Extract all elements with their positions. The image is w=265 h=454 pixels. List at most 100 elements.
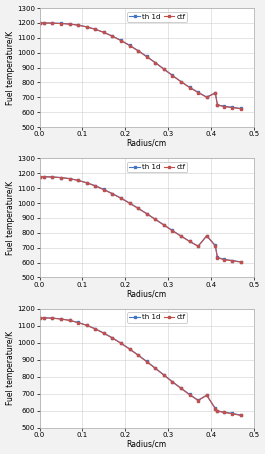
th 1d <box>197 243 200 249</box>
th 1d <box>205 392 208 398</box>
th 1d <box>77 320 80 325</box>
th 1d <box>42 315 45 321</box>
ctf <box>128 346 131 352</box>
ctf <box>38 174 41 180</box>
ctf <box>162 222 165 228</box>
th 1d <box>240 259 243 265</box>
ctf <box>216 255 219 261</box>
th 1d <box>102 30 105 35</box>
th 1d <box>205 94 208 100</box>
Y-axis label: Fuel temperature/K: Fuel temperature/K <box>6 331 15 405</box>
th 1d <box>68 317 71 323</box>
ctf <box>188 392 191 397</box>
th 1d <box>162 66 165 72</box>
X-axis label: Radius/cm: Radius/cm <box>127 138 167 148</box>
ctf <box>59 175 63 180</box>
th 1d <box>59 175 63 180</box>
ctf <box>188 85 191 90</box>
th 1d <box>222 410 226 415</box>
ctf <box>59 21 63 26</box>
th 1d <box>179 79 183 84</box>
th 1d <box>216 255 219 260</box>
ctf <box>85 180 88 186</box>
th 1d <box>145 54 148 59</box>
th 1d <box>171 73 174 78</box>
th 1d <box>216 102 219 108</box>
th 1d <box>42 20 45 26</box>
ctf <box>51 316 54 321</box>
Line: th 1d: th 1d <box>38 175 242 263</box>
ctf <box>94 326 97 332</box>
th 1d <box>188 392 191 397</box>
th 1d <box>68 21 71 27</box>
Line: ctf: ctf <box>38 316 242 417</box>
ctf <box>216 102 219 108</box>
th 1d <box>38 20 41 26</box>
th 1d <box>145 211 148 216</box>
th 1d <box>128 200 131 206</box>
th 1d <box>77 178 80 183</box>
ctf <box>179 79 183 84</box>
th 1d <box>222 257 226 262</box>
th 1d <box>111 191 114 196</box>
ctf <box>154 60 157 65</box>
th 1d <box>51 174 54 180</box>
th 1d <box>111 335 114 340</box>
th 1d <box>51 316 54 321</box>
ctf <box>205 233 208 239</box>
ctf <box>145 359 148 365</box>
ctf <box>162 66 165 72</box>
ctf <box>231 105 234 110</box>
th 1d <box>240 106 243 111</box>
ctf <box>222 104 226 109</box>
th 1d <box>119 38 122 43</box>
th 1d <box>231 411 234 416</box>
ctf <box>216 409 219 414</box>
th 1d <box>214 405 217 411</box>
ctf <box>68 318 71 323</box>
Legend: th 1d, ctf: th 1d, ctf <box>127 162 187 172</box>
th 1d <box>154 365 157 371</box>
ctf <box>51 20 54 26</box>
ctf <box>136 353 140 358</box>
ctf <box>111 34 114 39</box>
ctf <box>205 94 208 100</box>
ctf <box>102 187 105 192</box>
ctf <box>214 243 217 248</box>
th 1d <box>59 20 63 26</box>
ctf <box>205 393 208 398</box>
ctf <box>42 315 45 321</box>
ctf <box>171 228 174 233</box>
ctf <box>128 201 131 206</box>
ctf <box>38 316 41 321</box>
th 1d <box>136 48 140 53</box>
ctf <box>222 257 226 262</box>
ctf <box>136 206 140 211</box>
ctf <box>136 48 140 54</box>
ctf <box>68 176 71 182</box>
th 1d <box>94 26 97 32</box>
ctf <box>179 386 183 391</box>
th 1d <box>154 60 157 65</box>
Line: th 1d: th 1d <box>38 21 242 110</box>
ctf <box>94 183 97 189</box>
ctf <box>85 323 88 328</box>
th 1d <box>205 233 208 238</box>
X-axis label: Radius/cm: Radius/cm <box>127 289 167 298</box>
th 1d <box>51 20 54 26</box>
th 1d <box>94 183 97 188</box>
th 1d <box>188 238 191 244</box>
Y-axis label: Fuel temperature/K: Fuel temperature/K <box>6 30 15 104</box>
ctf <box>119 196 122 201</box>
ctf <box>119 38 122 44</box>
ctf <box>171 379 174 385</box>
th 1d <box>59 316 63 321</box>
ctf <box>145 211 148 217</box>
ctf <box>240 106 243 112</box>
ctf <box>128 43 131 48</box>
th 1d <box>136 205 140 211</box>
ctf <box>42 20 45 26</box>
Line: ctf: ctf <box>38 175 242 263</box>
th 1d <box>38 174 41 180</box>
ctf <box>145 54 148 59</box>
